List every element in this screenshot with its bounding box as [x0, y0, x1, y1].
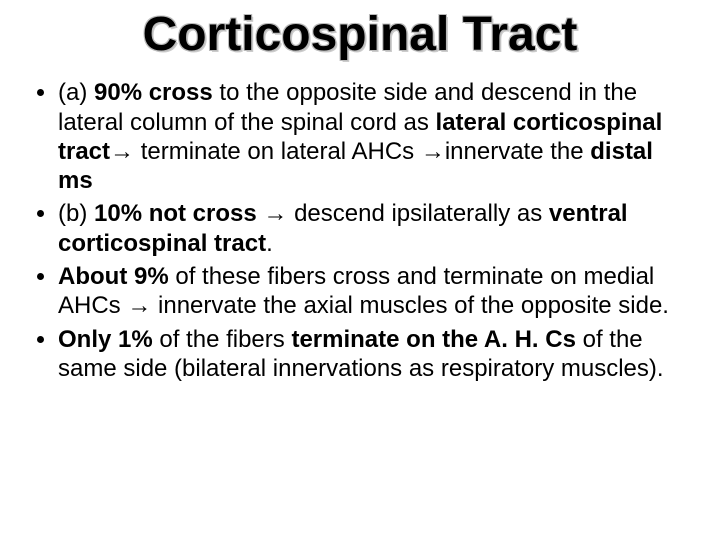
text-run: (a) [58, 79, 94, 106]
slide: Corticospinal Tract (a) 90% cross to the… [0, 0, 720, 540]
text-run: → terminate on lateral AHCs →innervate t… [110, 138, 590, 165]
text-run: 10% not cross [94, 200, 257, 227]
slide-title: Corticospinal Tract [30, 10, 690, 60]
bullet-item: (a) 90% cross to the opposite side and d… [58, 78, 690, 195]
bullet-item: About 9% of these fibers cross and termi… [58, 262, 690, 321]
bullet-list: (a) 90% cross to the opposite side and d… [30, 78, 690, 383]
text-run: . [266, 230, 273, 257]
text-run: → descend ipsilaterally as [257, 200, 549, 227]
text-run: terminate on the A. H. Cs [291, 326, 575, 353]
text-run: About 9% [58, 263, 169, 290]
bullet-item: (b) 10% not cross → descend ipsilaterall… [58, 199, 690, 258]
text-run: 90% cross [94, 79, 213, 106]
text-run: Only 1% [58, 326, 153, 353]
text-run: of the fibers [153, 326, 292, 353]
text-run: (b) [58, 200, 94, 227]
bullet-item: Only 1% of the fibers terminate on the A… [58, 325, 690, 384]
